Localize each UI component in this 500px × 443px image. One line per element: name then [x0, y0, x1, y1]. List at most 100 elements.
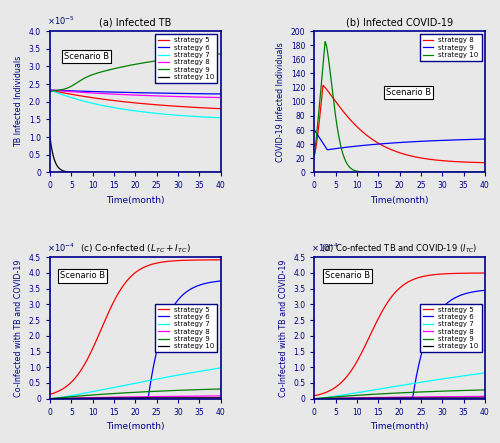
Title: (a) Infected TB: (a) Infected TB — [99, 17, 172, 27]
strategy 7 — [130, 381, 136, 386]
strategy 8 — [182, 393, 188, 399]
strategy 8 — [56, 396, 62, 401]
strategy 7 — [182, 371, 188, 377]
strategy 6 — [212, 91, 218, 97]
strategy 5 — [47, 392, 53, 397]
strategy 8 — [482, 394, 488, 399]
Line: strategy 9: strategy 9 — [50, 389, 220, 399]
strategy 5 — [182, 104, 188, 109]
strategy 9 — [182, 388, 188, 393]
strategy 6 — [212, 279, 218, 284]
Legend: strategy 8, strategy 9, strategy 10: strategy 8, strategy 9, strategy 10 — [420, 35, 482, 61]
strategy 6 — [212, 279, 218, 284]
strategy 7 — [218, 365, 224, 370]
strategy 7 — [390, 384, 396, 389]
strategy 9 — [212, 386, 218, 392]
Y-axis label: TB Infected Individuals: TB Infected Individuals — [14, 56, 24, 148]
strategy 10 — [390, 396, 396, 401]
strategy 8 — [312, 396, 318, 401]
Text: Scenario B: Scenario B — [64, 52, 109, 61]
strategy 7 — [477, 371, 483, 376]
strategy 9 — [320, 395, 326, 400]
strategy 6 — [482, 288, 488, 293]
strategy 5 — [482, 270, 488, 276]
strategy 9 — [312, 127, 318, 132]
strategy 9 — [218, 386, 224, 392]
strategy 9 — [312, 396, 318, 401]
Y-axis label: Co-Infected with TB and COVID-19: Co-Infected with TB and COVID-19 — [278, 259, 287, 397]
strategy 5 — [130, 100, 136, 105]
strategy 9 — [126, 63, 132, 68]
strategy 6 — [218, 278, 224, 284]
strategy 9 — [212, 52, 218, 57]
strategy 6 — [126, 90, 132, 95]
strategy 9 — [477, 136, 483, 142]
strategy 9 — [324, 147, 330, 152]
strategy 8 — [394, 149, 400, 155]
strategy 9 — [477, 387, 483, 392]
Line: strategy 9: strategy 9 — [314, 130, 485, 150]
strategy 7 — [218, 115, 224, 120]
strategy 7 — [130, 108, 136, 113]
strategy 8 — [212, 95, 218, 100]
strategy 5 — [56, 389, 62, 394]
strategy 10 — [56, 165, 62, 171]
Line: strategy 8: strategy 8 — [50, 90, 220, 97]
Line: strategy 9: strategy 9 — [50, 54, 220, 92]
strategy 8 — [126, 92, 132, 97]
strategy 8 — [212, 95, 218, 100]
strategy 6 — [218, 91, 224, 97]
Legend: strategy 5, strategy 6, strategy 7, strategy 8, strategy 9, strategy 10: strategy 5, strategy 6, strategy 7, stra… — [156, 35, 217, 83]
strategy 10 — [446, 169, 452, 175]
strategy 8 — [47, 396, 53, 401]
strategy 5 — [212, 257, 218, 263]
strategy 6 — [390, 396, 396, 401]
strategy 6 — [446, 299, 452, 304]
strategy 8 — [394, 395, 400, 400]
strategy 7 — [312, 396, 318, 401]
strategy 5 — [394, 288, 400, 293]
strategy 5 — [56, 89, 62, 94]
strategy 7 — [320, 395, 326, 400]
strategy 8 — [47, 87, 53, 93]
strategy 8 — [320, 83, 326, 88]
strategy 6 — [182, 291, 188, 296]
strategy 10 — [212, 170, 218, 175]
strategy 5 — [320, 391, 326, 396]
strategy 6 — [312, 396, 318, 401]
strategy 10 — [477, 169, 483, 175]
strategy 5 — [212, 106, 218, 111]
strategy 5 — [126, 276, 132, 282]
Line: strategy 6: strategy 6 — [50, 90, 220, 94]
strategy 9 — [126, 390, 132, 395]
strategy 9 — [47, 89, 53, 94]
strategy 5 — [182, 258, 188, 263]
strategy 7 — [212, 366, 218, 371]
strategy 8 — [130, 92, 136, 97]
Text: $\times10^{-4}$: $\times10^{-4}$ — [46, 241, 74, 254]
Line: strategy 10: strategy 10 — [314, 42, 485, 172]
strategy 5 — [218, 257, 224, 263]
strategy 8 — [446, 159, 452, 164]
strategy 6 — [126, 396, 132, 401]
strategy 8 — [320, 396, 326, 401]
strategy 10 — [56, 396, 62, 401]
strategy 5 — [130, 272, 136, 277]
strategy 9 — [130, 62, 136, 67]
strategy 7 — [56, 395, 62, 400]
strategy 10 — [47, 134, 53, 140]
strategy 10 — [477, 395, 483, 400]
strategy 10 — [312, 396, 318, 401]
strategy 9 — [182, 54, 188, 60]
Line: strategy 5: strategy 5 — [314, 273, 485, 396]
Legend: strategy 5, strategy 6, strategy 7, strategy 8, strategy 9, strategy 10: strategy 5, strategy 6, strategy 7, stra… — [420, 304, 482, 352]
strategy 8 — [130, 394, 136, 400]
strategy 10 — [444, 169, 450, 175]
Legend: strategy 5, strategy 6, strategy 7, strategy 8, strategy 9, strategy 10: strategy 5, strategy 6, strategy 7, stra… — [156, 304, 217, 352]
strategy 9 — [390, 140, 396, 146]
strategy 8 — [320, 83, 326, 88]
strategy 10 — [320, 62, 326, 67]
strategy 10 — [312, 152, 318, 157]
Line: strategy 6: strategy 6 — [50, 281, 220, 399]
Line: strategy 8: strategy 8 — [314, 85, 485, 163]
